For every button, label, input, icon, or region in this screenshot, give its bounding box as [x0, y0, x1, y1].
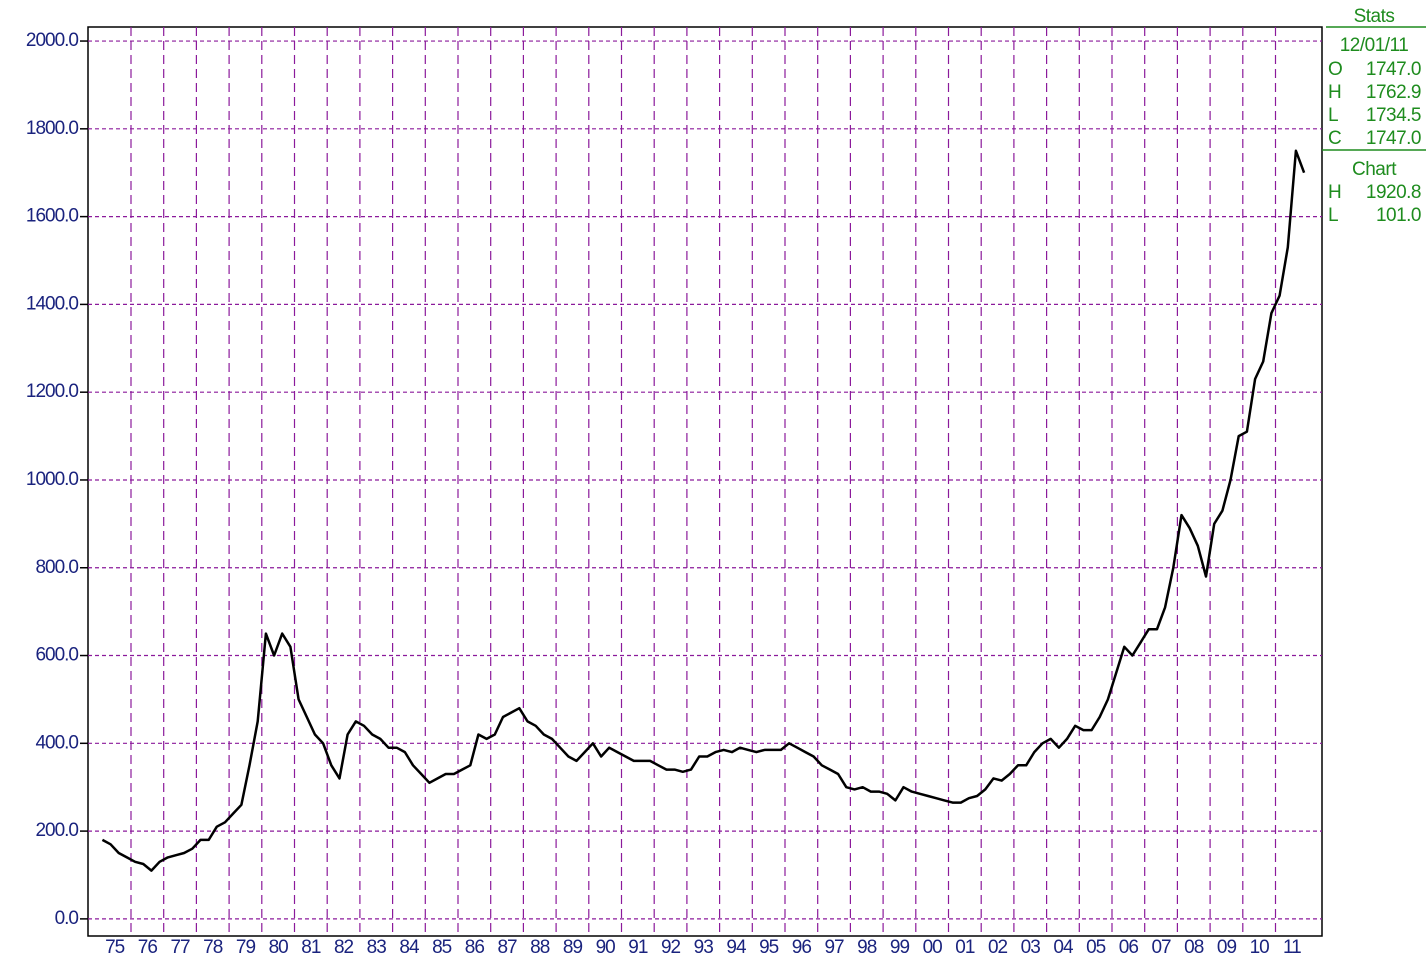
- x-tick-label: 99: [890, 937, 910, 958]
- x-tick-label: 88: [530, 937, 550, 958]
- plot-frame: [87, 26, 1323, 937]
- y-tick-label: 1200.0: [26, 381, 79, 402]
- x-tick-label: 76: [138, 937, 158, 958]
- x-tick-label: 09: [1217, 937, 1237, 958]
- y-tick-label: 200.0: [35, 820, 78, 841]
- x-tick-label: 03: [1021, 937, 1041, 958]
- x-tick-label: 79: [236, 937, 256, 958]
- x-tick-label: 91: [628, 937, 648, 958]
- y-tick-label: 1600.0: [26, 206, 79, 227]
- x-tick-label: 95: [759, 937, 779, 958]
- x-tick-label: 02: [988, 937, 1008, 958]
- stat-value: 101.0: [1376, 205, 1421, 226]
- x-tick-label: 96: [792, 937, 812, 958]
- x-tick-label: 04: [1053, 937, 1074, 958]
- stat-label: H: [1328, 82, 1341, 103]
- x-tick-label: 97: [824, 937, 844, 958]
- stat-value: 1747.0: [1366, 128, 1421, 149]
- x-tick-label: 75: [105, 937, 125, 958]
- x-tick-label: 90: [596, 937, 616, 958]
- y-tick-label: 2000.0: [26, 30, 79, 51]
- y-tick-label: 1400.0: [26, 293, 79, 314]
- y-tick-label: 1000.0: [26, 469, 79, 490]
- x-tick-label: 83: [367, 937, 387, 958]
- x-tick-label: 11: [1283, 937, 1301, 958]
- x-tick-label: 82: [334, 937, 354, 958]
- x-tick-label: 81: [301, 937, 321, 958]
- y-tick-label: 600.0: [35, 645, 78, 666]
- x-tick-label: 87: [497, 937, 517, 958]
- x-tick-label: 92: [661, 937, 681, 958]
- stats-date: 12/01/11: [1340, 35, 1409, 56]
- stat-value: 1747.0: [1366, 59, 1421, 80]
- x-tick-label: 93: [694, 937, 714, 958]
- x-tick-label: 98: [857, 937, 877, 958]
- x-tick-label: 94: [726, 937, 747, 958]
- y-tick-label: 1800.0: [26, 118, 79, 139]
- stat-label: C: [1328, 128, 1341, 149]
- x-tick-label: 85: [432, 937, 452, 958]
- x-tick-label: 84: [399, 937, 420, 958]
- x-tick-label: 01: [955, 937, 975, 958]
- y-tick-label: 400.0: [35, 732, 78, 753]
- x-tick-label: 80: [269, 937, 289, 958]
- stat-value: 1734.5: [1366, 105, 1421, 126]
- stat-value: 1762.9: [1366, 82, 1421, 103]
- stats-chart-title: Chart: [1352, 159, 1397, 180]
- x-tick-label: 77: [170, 937, 190, 958]
- x-tick-label: 07: [1151, 937, 1171, 958]
- x-tick-label: 05: [1086, 937, 1106, 958]
- x-tick-label: 08: [1184, 937, 1204, 958]
- x-tick-label: 86: [465, 937, 485, 958]
- x-tick-label: 89: [563, 937, 583, 958]
- stat-value: 1920.8: [1366, 182, 1421, 203]
- stats-title: Stats: [1354, 6, 1395, 27]
- x-tick-label: 10: [1250, 937, 1270, 958]
- stat-label: O: [1328, 59, 1342, 80]
- y-tick-label: 800.0: [35, 557, 78, 578]
- y-tick-label: 0.0: [55, 908, 79, 929]
- stat-label: L: [1328, 105, 1338, 126]
- x-tick-label: 06: [1119, 937, 1139, 958]
- x-tick-label: 00: [923, 937, 943, 958]
- stat-label: L: [1328, 205, 1338, 226]
- stat-label: H: [1328, 182, 1341, 203]
- x-tick-label: 78: [203, 937, 223, 958]
- price-line: [101, 149, 1306, 872]
